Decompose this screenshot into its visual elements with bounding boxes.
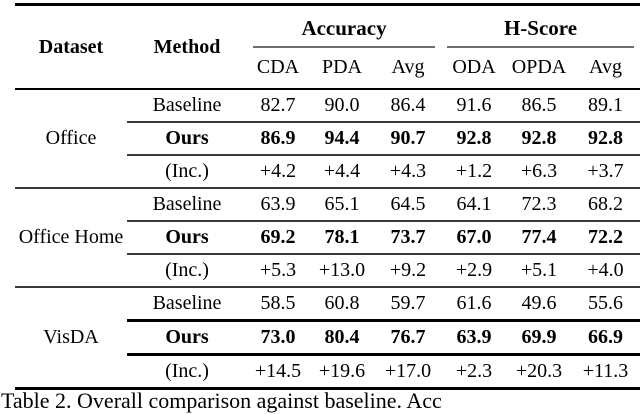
value-cell: 72.3: [507, 188, 572, 222]
value-cell: +2.9: [441, 254, 508, 288]
results-table: Dataset Method Accuracy H-Score CDA PDA …: [15, 3, 640, 390]
value-cell: +2.3: [441, 354, 508, 390]
value-cell: +20.3: [507, 354, 572, 390]
value-cell: +11.3: [571, 354, 640, 390]
value-cell: +5.1: [507, 254, 572, 288]
value-cell: 69.9: [507, 320, 572, 356]
value-cell: 91.6: [441, 89, 508, 123]
value-cell: 63.9: [441, 320, 508, 356]
header-method: Method: [127, 4, 247, 90]
value-cell: 92.8: [571, 122, 640, 156]
value-cell: +6.3: [507, 155, 572, 189]
method-cell: Baseline: [127, 89, 247, 123]
value-cell: 67.0: [441, 221, 508, 255]
value-cell: +13.0: [309, 254, 375, 288]
column-header-acc-avg: Avg: [375, 47, 442, 91]
method-cell: Baseline: [127, 287, 247, 322]
value-cell: 90.7: [375, 122, 442, 156]
table-row: Office Baseline 82.7 90.0 86.4 91.6 86.5…: [15, 89, 640, 189]
value-cell: 90.0: [309, 89, 375, 123]
value-cell: 59.7: [375, 287, 442, 322]
value-cell: 73.7: [375, 221, 442, 255]
block-office-home: Office Home Baseline 63.9 65.1 64.5 64.1…: [15, 188, 640, 288]
value-cell: +4.0: [571, 254, 640, 288]
dataset-label-office: Office: [15, 89, 127, 189]
table-row: Ours 69.2 78.1 73.7 67.0 77.4 72.2: [15, 221, 640, 255]
value-cell: 73.0: [247, 320, 309, 356]
column-header-cda: CDA: [247, 47, 309, 91]
value-cell: 61.6: [441, 287, 508, 322]
value-cell: +19.6: [309, 354, 375, 390]
value-cell: +4.4: [309, 155, 375, 189]
table-row: (Inc.) +4.2 +4.4 +4.3 +1.2 +6.3 +3.7: [15, 155, 640, 189]
table-row: (Inc.) +14.5 +19.6 +17.0 +2.3 +20.3 +11.…: [15, 354, 640, 390]
value-cell: +4.2: [247, 155, 309, 189]
column-header-opda: OPDA: [507, 47, 572, 91]
hscore-group-label: H-Score: [447, 16, 635, 48]
table-header: Dataset Method Accuracy H-Score CDA PDA …: [15, 4, 640, 91]
value-cell: 58.5: [247, 287, 309, 322]
table-row: (Inc.) +5.3 +13.0 +9.2 +2.9 +5.1 +4.0: [15, 254, 640, 288]
table-row: VisDA Baseline 58.5 60.8 59.7 61.6 49.6 …: [15, 287, 640, 390]
method-cell: (Inc.): [127, 354, 247, 390]
value-cell: 82.7: [247, 89, 309, 123]
value-cell: 49.6: [507, 287, 572, 322]
table-row: Ours 86.9 94.4 90.7 92.8 92.8 92.8: [15, 122, 640, 156]
value-cell: 63.9: [247, 188, 309, 222]
block-office: Office Baseline 82.7 90.0 86.4 91.6 86.5…: [15, 89, 640, 189]
value-cell: +9.2: [375, 254, 442, 288]
method-cell: Ours: [127, 320, 247, 356]
method-cell: (Inc.): [127, 254, 247, 288]
value-cell: 64.1: [441, 188, 508, 222]
value-cell: 60.8: [309, 287, 375, 322]
value-cell: 66.9: [571, 320, 640, 356]
method-cell: Baseline: [127, 188, 247, 222]
header-dataset: Dataset: [15, 4, 127, 90]
value-cell: 77.4: [507, 221, 572, 255]
block-visda: VisDA Baseline 58.5 60.8 59.7 61.6 49.6 …: [15, 287, 640, 390]
value-cell: 92.8: [507, 122, 572, 156]
value-cell: +3.7: [571, 155, 640, 189]
value-cell: +4.3: [375, 155, 442, 189]
value-cell: +1.2: [441, 155, 508, 189]
value-cell: 92.8: [441, 122, 508, 156]
value-cell: 86.9: [247, 122, 309, 156]
value-cell: 64.5: [375, 188, 442, 222]
value-cell: 78.1: [309, 221, 375, 255]
table-row: Office Home Baseline 63.9 65.1 64.5 64.1…: [15, 188, 640, 288]
value-cell: 69.2: [247, 221, 309, 255]
value-cell: +5.3: [247, 254, 309, 288]
method-cell: (Inc.): [127, 155, 247, 189]
value-cell: 65.1: [309, 188, 375, 222]
value-cell: 80.4: [309, 320, 375, 356]
accuracy-group-label: Accuracy: [253, 16, 436, 48]
value-cell: 94.4: [309, 122, 375, 156]
value-cell: +17.0: [375, 354, 442, 390]
value-cell: 86.5: [507, 89, 572, 123]
value-cell: +14.5: [247, 354, 309, 390]
value-cell: 55.6: [571, 287, 640, 322]
column-header-pda: PDA: [309, 47, 375, 91]
value-cell: 86.4: [375, 89, 442, 123]
column-header-h-avg: Avg: [571, 47, 640, 91]
value-cell: 68.2: [571, 188, 640, 222]
column-header-oda: ODA: [441, 47, 508, 91]
dataset-label-visda: VisDA: [15, 287, 127, 390]
value-cell: 89.1: [571, 89, 640, 123]
method-cell: Ours: [127, 221, 247, 255]
value-cell: 76.7: [375, 320, 442, 356]
table-row: Ours 73.0 80.4 76.7 63.9 69.9 66.9: [15, 320, 640, 356]
table-caption: Table 2. Overall comparison against base…: [1, 388, 442, 413]
dataset-label-office-home: Office Home: [15, 188, 127, 288]
method-cell: Ours: [127, 122, 247, 156]
value-cell: 72.2: [571, 221, 640, 255]
header-group-accuracy: Accuracy: [247, 5, 441, 48]
header-group-hscore: H-Score: [441, 5, 640, 48]
